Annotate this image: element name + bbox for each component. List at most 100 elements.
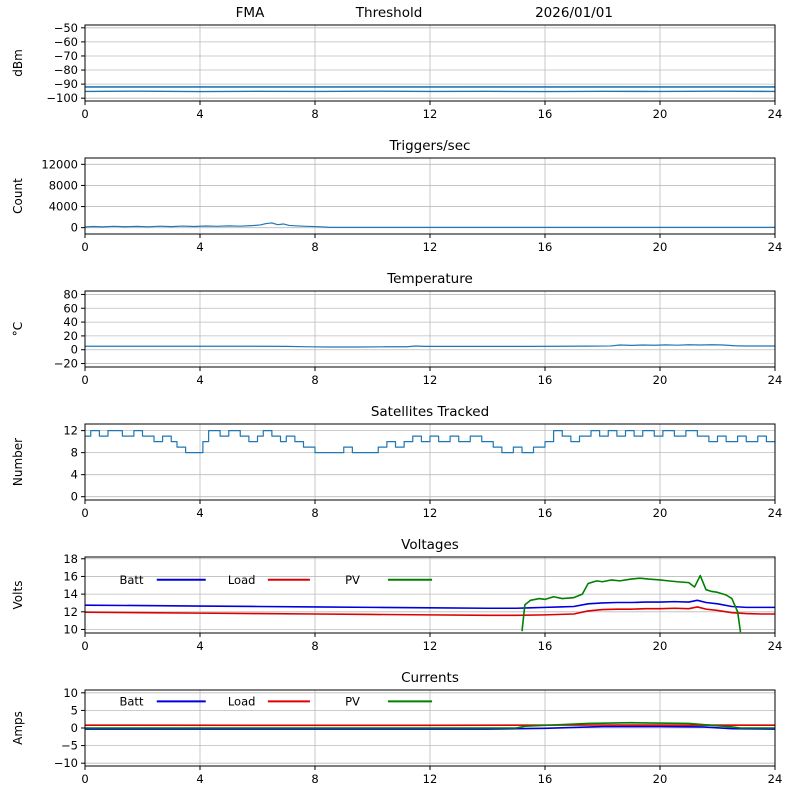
y-tick-label: −70 xyxy=(54,49,78,63)
x-tick-label: 24 xyxy=(768,506,783,520)
x-tick-label: 16 xyxy=(538,107,553,121)
y-tick-label: 8 xyxy=(71,446,78,460)
x-tick-label: 0 xyxy=(81,107,88,121)
x-tick-label: 12 xyxy=(423,639,438,653)
x-tick-label: 8 xyxy=(311,240,318,254)
chart-triggers-per-sec: 0 4 8 12 16 20 24 0 4000 8000 12000 Triggers/sec Cou… xyxy=(0,134,800,267)
y-tick-label: 80 xyxy=(63,287,78,301)
y-tick-label: 10 xyxy=(63,622,78,636)
chart-svg-triggers: 0 4 8 12 16 20 24 0 4000 8000 12000 Triggers/sec Cou… xyxy=(0,134,800,267)
y-tick-label: −80 xyxy=(54,63,78,77)
x-tick-label: 8 xyxy=(311,772,318,786)
x-tick-label: 12 xyxy=(423,373,438,387)
y-tick-label: 5 xyxy=(71,703,78,717)
x-tick-label: 4 xyxy=(196,772,203,786)
x-tick-label: 16 xyxy=(538,240,553,254)
legend-label-load: Load xyxy=(228,573,256,587)
y-tick-label: 40 xyxy=(63,315,78,329)
x-tick-label: 20 xyxy=(653,772,668,786)
x-tick-label: 20 xyxy=(653,107,668,121)
y-tick-label: 60 xyxy=(63,301,78,315)
x-tick-label: 8 xyxy=(311,639,318,653)
y-axis-label: Count xyxy=(11,178,25,214)
chart-header: Threshold xyxy=(355,5,423,21)
x-tick-label: 0 xyxy=(81,639,88,653)
legend-label-load: Load xyxy=(228,694,256,708)
x-tick-label: 4 xyxy=(196,107,203,121)
y-tick-label: −20 xyxy=(54,357,78,371)
x-tick-label: 0 xyxy=(81,240,88,254)
y-tick-label: 10 xyxy=(63,686,78,700)
x-tick-label: 8 xyxy=(311,107,318,121)
x-tick-label: 12 xyxy=(423,506,438,520)
x-tick-label: 24 xyxy=(768,772,783,786)
y-tick-label: 4 xyxy=(71,468,78,482)
y-tick-label: −5 xyxy=(61,739,78,753)
y-tick-label: 16 xyxy=(63,569,78,583)
y-tick-label: 0 xyxy=(71,721,78,735)
y-tick-label: 20 xyxy=(63,329,78,343)
x-tick-label: 20 xyxy=(653,373,668,387)
chart-title: Satellites Tracked xyxy=(371,404,489,420)
x-tick-label: 0 xyxy=(81,373,88,387)
legend-label-pv: PV xyxy=(345,694,360,708)
x-tick-label: 16 xyxy=(538,772,553,786)
y-tick-label: 12 xyxy=(63,605,78,619)
y-tick-label: 0 xyxy=(71,343,78,357)
chart-voltages: 0 4 8 12 16 20 24 10 12 14 16 18 Voltages Volts Batt Lo… xyxy=(0,533,800,666)
y-tick-label: 12000 xyxy=(41,157,78,171)
x-tick-label: 8 xyxy=(311,373,318,387)
x-tick-label: 20 xyxy=(653,506,668,520)
chart-title: Temperature xyxy=(386,271,473,287)
x-tick-label: 12 xyxy=(423,240,438,254)
x-tick-label: 24 xyxy=(768,639,783,653)
x-tick-label: 12 xyxy=(423,107,438,121)
x-tick-label: 24 xyxy=(768,107,783,121)
series-pv-volts xyxy=(522,576,741,633)
x-tick-label: 8 xyxy=(311,506,318,520)
x-tick-label: 4 xyxy=(196,639,203,653)
y-tick-label: −10 xyxy=(54,756,78,770)
chart-title: Voltages xyxy=(401,537,459,553)
x-tick-label: 4 xyxy=(196,506,203,520)
y-tick-label: 0 xyxy=(71,490,78,504)
y-tick-label: 4000 xyxy=(49,200,78,214)
legend-label-batt: Batt xyxy=(120,573,144,587)
x-tick-label: 4 xyxy=(196,373,203,387)
y-tick-label: 8000 xyxy=(49,178,78,192)
x-tick-label: 0 xyxy=(81,506,88,520)
x-tick-label: 20 xyxy=(653,240,668,254)
chart-header: 2026/01/01 xyxy=(535,5,613,21)
y-axis-label: Volts xyxy=(11,581,25,610)
x-tick-label: 24 xyxy=(768,240,783,254)
y-tick-label: −100 xyxy=(46,91,78,105)
y-axis-label: dBm xyxy=(11,49,25,77)
y-axis-label: Amps xyxy=(11,711,25,745)
legend-label-batt: Batt xyxy=(120,694,144,708)
chart-svg-voltages: 0 4 8 12 16 20 24 10 12 14 16 18 Voltages Volts Batt Lo… xyxy=(0,533,800,666)
x-tick-label: 24 xyxy=(768,373,783,387)
y-tick-label: 0 xyxy=(71,221,78,235)
chart-title: Triggers/sec xyxy=(389,138,471,154)
chart-header: FMA xyxy=(236,5,265,21)
x-tick-label: 20 xyxy=(653,639,668,653)
x-tick-label: 0 xyxy=(81,772,88,786)
y-axis-label: Number xyxy=(11,438,25,486)
x-tick-label: 16 xyxy=(538,373,553,387)
x-tick-label: 16 xyxy=(538,639,553,653)
legend-label-pv: PV xyxy=(345,573,360,587)
x-tick-label: 12 xyxy=(423,772,438,786)
y-tick-label: 12 xyxy=(63,424,78,438)
y-tick-label: 18 xyxy=(63,552,78,566)
y-tick-label: 14 xyxy=(63,587,78,601)
x-tick-label: 4 xyxy=(196,240,203,254)
y-tick-label: −90 xyxy=(54,77,78,91)
